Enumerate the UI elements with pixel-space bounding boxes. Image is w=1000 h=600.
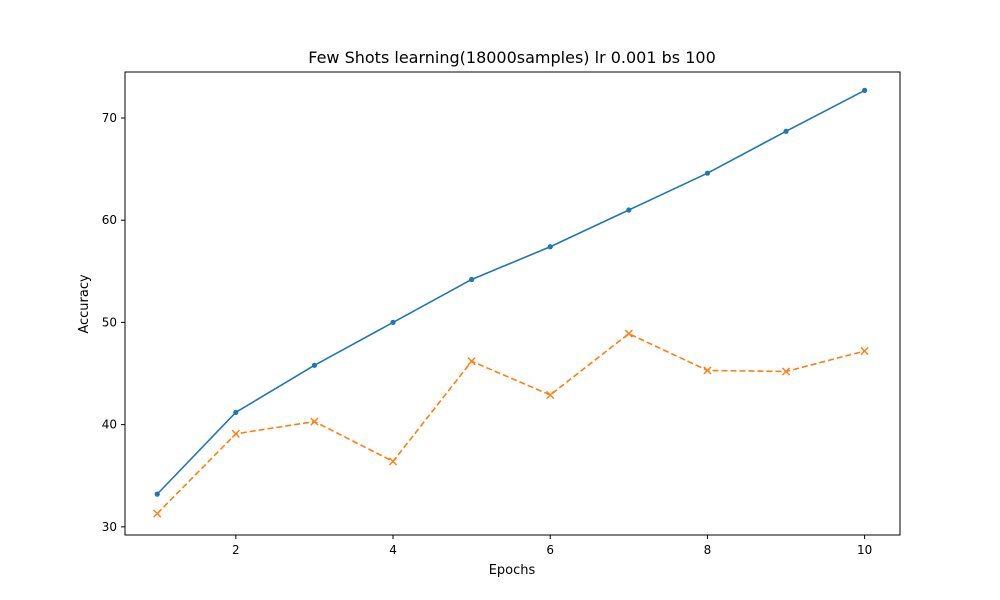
series-1-point [390, 319, 396, 326]
y-tick-label: 40 [102, 418, 117, 432]
series-1-point [233, 409, 239, 415]
series-1-point [547, 244, 553, 250]
plot-area: 2 4 6 8 10 30 40 50 60 70 [102, 71, 901, 557]
y-tick-label: 70 [102, 111, 117, 125]
series-2-point [310, 417, 319, 426]
series-2-point [860, 346, 869, 356]
y-axis-label: Accuracy [77, 274, 92, 334]
series-2-point [231, 429, 240, 438]
x-tick-label: 8 [704, 543, 712, 557]
series-2-point [467, 357, 476, 366]
series-1-point [154, 491, 160, 497]
series-2-point [153, 509, 162, 518]
x-tick-label: 4 [389, 543, 397, 557]
x-tick-label: 6 [546, 543, 554, 557]
series-1-point [469, 276, 475, 283]
x-axis-label: Epochs [489, 563, 536, 578]
chart-title: Few Shots learning(18000samples) lr 0.00… [308, 48, 716, 67]
axes-frame [124, 71, 901, 536]
series-1-point [704, 170, 711, 176]
y-tick-label: 60 [102, 213, 117, 227]
series-2-point [624, 329, 633, 338]
series-1-line [156, 89, 865, 495]
y-tick-label: 30 [102, 520, 117, 534]
series-1-point [311, 362, 318, 368]
y-tick-label: 50 [102, 315, 117, 329]
series-2-point [703, 366, 712, 375]
x-tick-label: 2 [232, 543, 240, 557]
x-tick-label: 10 [857, 543, 872, 557]
series-1-point [783, 128, 789, 134]
series-2-point [781, 367, 791, 376]
series-1-point [862, 87, 868, 93]
series-2-point [388, 457, 398, 466]
series-2-point [546, 390, 555, 400]
series-1-point [626, 207, 632, 213]
